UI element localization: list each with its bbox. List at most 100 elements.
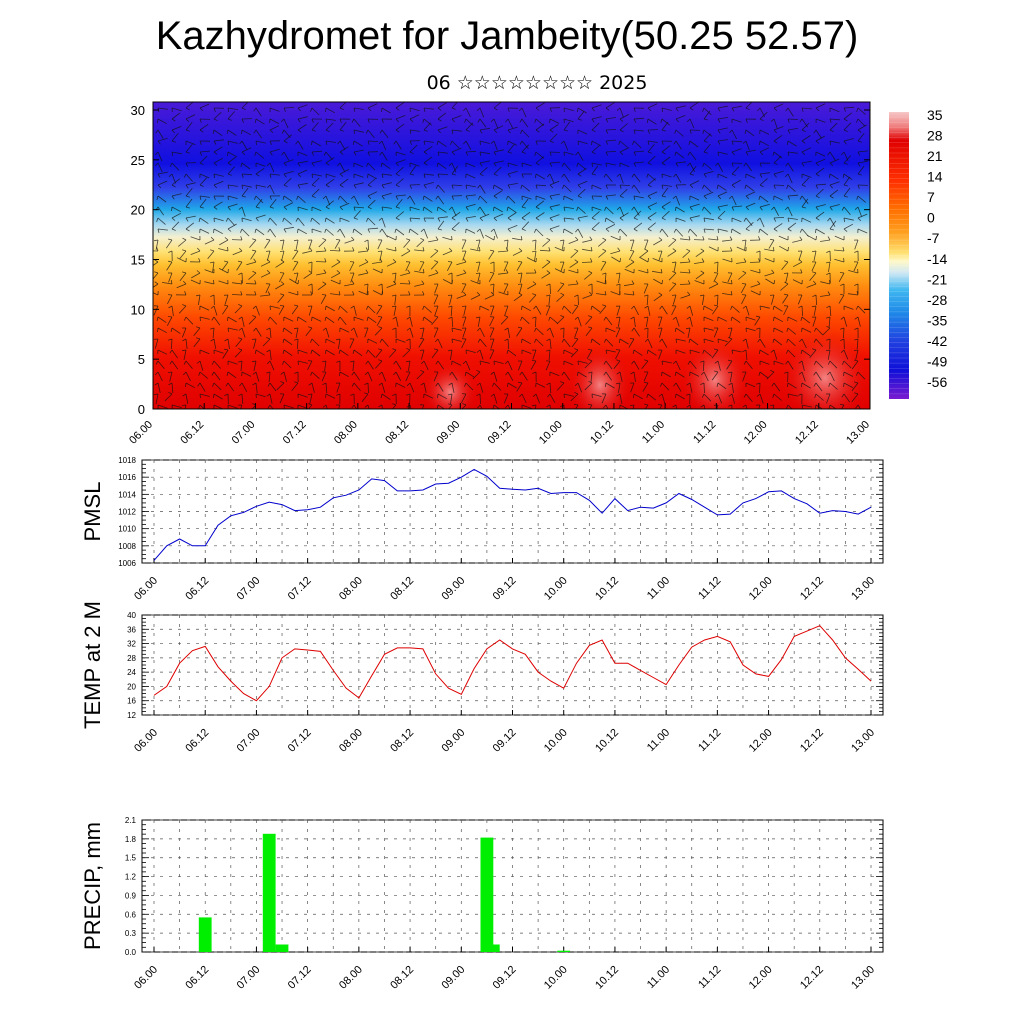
xtick-label: 13.00: [849, 964, 877, 992]
xtick-label: 07.12: [286, 575, 314, 603]
heatmap-xtick-label: 10.00: [537, 419, 565, 447]
ytick-label: 1.2: [125, 873, 137, 882]
xtick-label: 08.12: [388, 575, 416, 603]
ytick-label: 28: [127, 654, 136, 663]
xtick-label: 12.00: [747, 575, 775, 603]
xtick-label: 06.12: [183, 575, 211, 603]
xtick-label: 06.12: [183, 727, 211, 755]
heatmap-xtick-label: 11.00: [640, 419, 667, 446]
xtick-label: 10.00: [542, 964, 570, 992]
ytick-label: 1014: [118, 490, 136, 499]
colorbar-label: 7: [927, 189, 935, 205]
panel-frame: [141, 614, 884, 716]
xtick-label: 11.12: [696, 727, 723, 754]
xtick-label: 09.00: [439, 964, 467, 992]
xtick-label: 09.12: [491, 727, 519, 755]
xtick-label: 06.00: [132, 727, 160, 755]
xtick-label: 10.00: [542, 727, 570, 755]
heatmap-xtick-label: 08.00: [332, 419, 360, 447]
heatmap-xtick-label: 12.12: [793, 419, 821, 447]
precip-chart: 0.0 0.3 0.6 0.9 1.2 1.5 1.8 2.1 06.00 06.12 07.00 0…: [80, 816, 884, 992]
precip-bar: [557, 950, 571, 952]
xtick-label: 09.00: [439, 575, 467, 603]
y-axis-title: PRECIP, mm: [80, 822, 105, 950]
xtick-label: 10.12: [593, 575, 621, 603]
ytick-label: 40: [127, 611, 136, 620]
heatmap-ytick-label: 25: [131, 153, 145, 168]
colorbar-label: 21: [927, 148, 943, 164]
ytick-label: 1008: [118, 542, 136, 551]
heatmap-xtick-label: 12.00: [742, 419, 770, 447]
chart-title: Kazhydromet for Jambeity(50.25 52.57): [155, 14, 859, 58]
precip-bar: [275, 944, 289, 952]
xtick-label: 10.12: [593, 964, 621, 992]
colorbar-label: -42: [927, 333, 947, 349]
ytick-label: 24: [127, 668, 136, 677]
xtick-label: 07.00: [235, 727, 263, 755]
colorbar-label: -21: [927, 271, 947, 287]
ytick-label: 1012: [118, 508, 136, 517]
colorbar-label: -7: [927, 230, 940, 246]
colorbar-label: -35: [927, 312, 947, 328]
precip-bar: [480, 837, 494, 952]
heatmap-xtick-label: 09.12: [486, 419, 514, 447]
ytick-label: 12: [127, 711, 136, 720]
temp-2m-chart: 12 16 20 24 28 32 36 40 06.00 06.12 07.00 07.12 08.0…: [80, 601, 884, 755]
ytick-label: 0.9: [125, 891, 137, 900]
heatmap-ytick-label: 0: [138, 402, 145, 417]
ytick-label: 32: [127, 640, 136, 649]
xtick-label: 07.00: [235, 575, 263, 603]
precip-bar: [262, 833, 276, 952]
ytick-label: 1006: [118, 559, 136, 568]
xtick-label: 13.00: [849, 575, 877, 603]
colorbar-label: -49: [927, 353, 947, 369]
heatmap-ytick-label: 30: [131, 103, 145, 118]
colorbar-label: 0: [927, 210, 935, 226]
y-axis-title: PMSL: [80, 482, 105, 542]
xtick-label: 08.12: [388, 727, 416, 755]
ytick-label: 16: [127, 697, 136, 706]
xtick-label: 07.12: [286, 964, 314, 992]
colorbar-label: -14: [927, 251, 947, 267]
ytick-label: 1.8: [125, 835, 137, 844]
xtick-label: 09.12: [491, 964, 519, 992]
ytick-label: 36: [127, 625, 136, 634]
heatmap-xtick-label: 08.12: [383, 419, 411, 447]
ytick-label: 1.5: [125, 854, 137, 863]
ytick-label: 0.0: [125, 948, 137, 957]
ytick-label: 20: [127, 682, 136, 691]
heatmap-xtick-label: 07.12: [281, 419, 309, 447]
precip-bar: [486, 944, 500, 952]
xtick-label: 11.12: [696, 964, 723, 991]
xtick-label: 07.12: [286, 727, 314, 755]
heatmap-ytick-label: 20: [131, 203, 145, 218]
heatmap-xtick-label: 07.00: [230, 419, 258, 447]
warm-core-2: [780, 330, 870, 409]
pmsl-chart: 1006 1008 1010 1012 1014 1016 1018 06.00 06.12 07…: [80, 456, 884, 603]
heatmap-ytick-label: 15: [131, 253, 145, 268]
heatmap-xtick-label: 06.00: [127, 419, 155, 447]
ytick-label: 1018: [118, 456, 136, 465]
xtick-label: 13.00: [849, 727, 877, 755]
xtick-label: 11.00: [645, 964, 672, 991]
colorbar-label: -28: [927, 292, 947, 308]
xtick-label: 06.00: [132, 575, 160, 603]
xtick-label: 09.12: [491, 575, 519, 603]
warm-core-0: [568, 345, 632, 409]
heatmap-xtick-label: 09.00: [434, 419, 462, 447]
wind-barbs: [153, 102, 869, 409]
xtick-label: 08.12: [388, 964, 416, 992]
ytick-label: 2.1: [125, 816, 137, 825]
xtick-label: 12.00: [747, 964, 775, 992]
series-line: [153, 625, 872, 702]
xtick-label: 09.00: [439, 727, 467, 755]
xtick-label: 11.00: [645, 727, 672, 754]
heatmap-xtick-label: 06.12: [178, 419, 206, 447]
xtick-label: 10.00: [542, 575, 570, 603]
heatmap-xtick-label: 10.12: [588, 419, 616, 447]
warm-core-1: [680, 338, 750, 409]
heatmap-ytick-label: 10: [131, 302, 145, 317]
colorbar-label: -56: [927, 374, 947, 390]
xtick-label: 12.12: [798, 727, 826, 755]
